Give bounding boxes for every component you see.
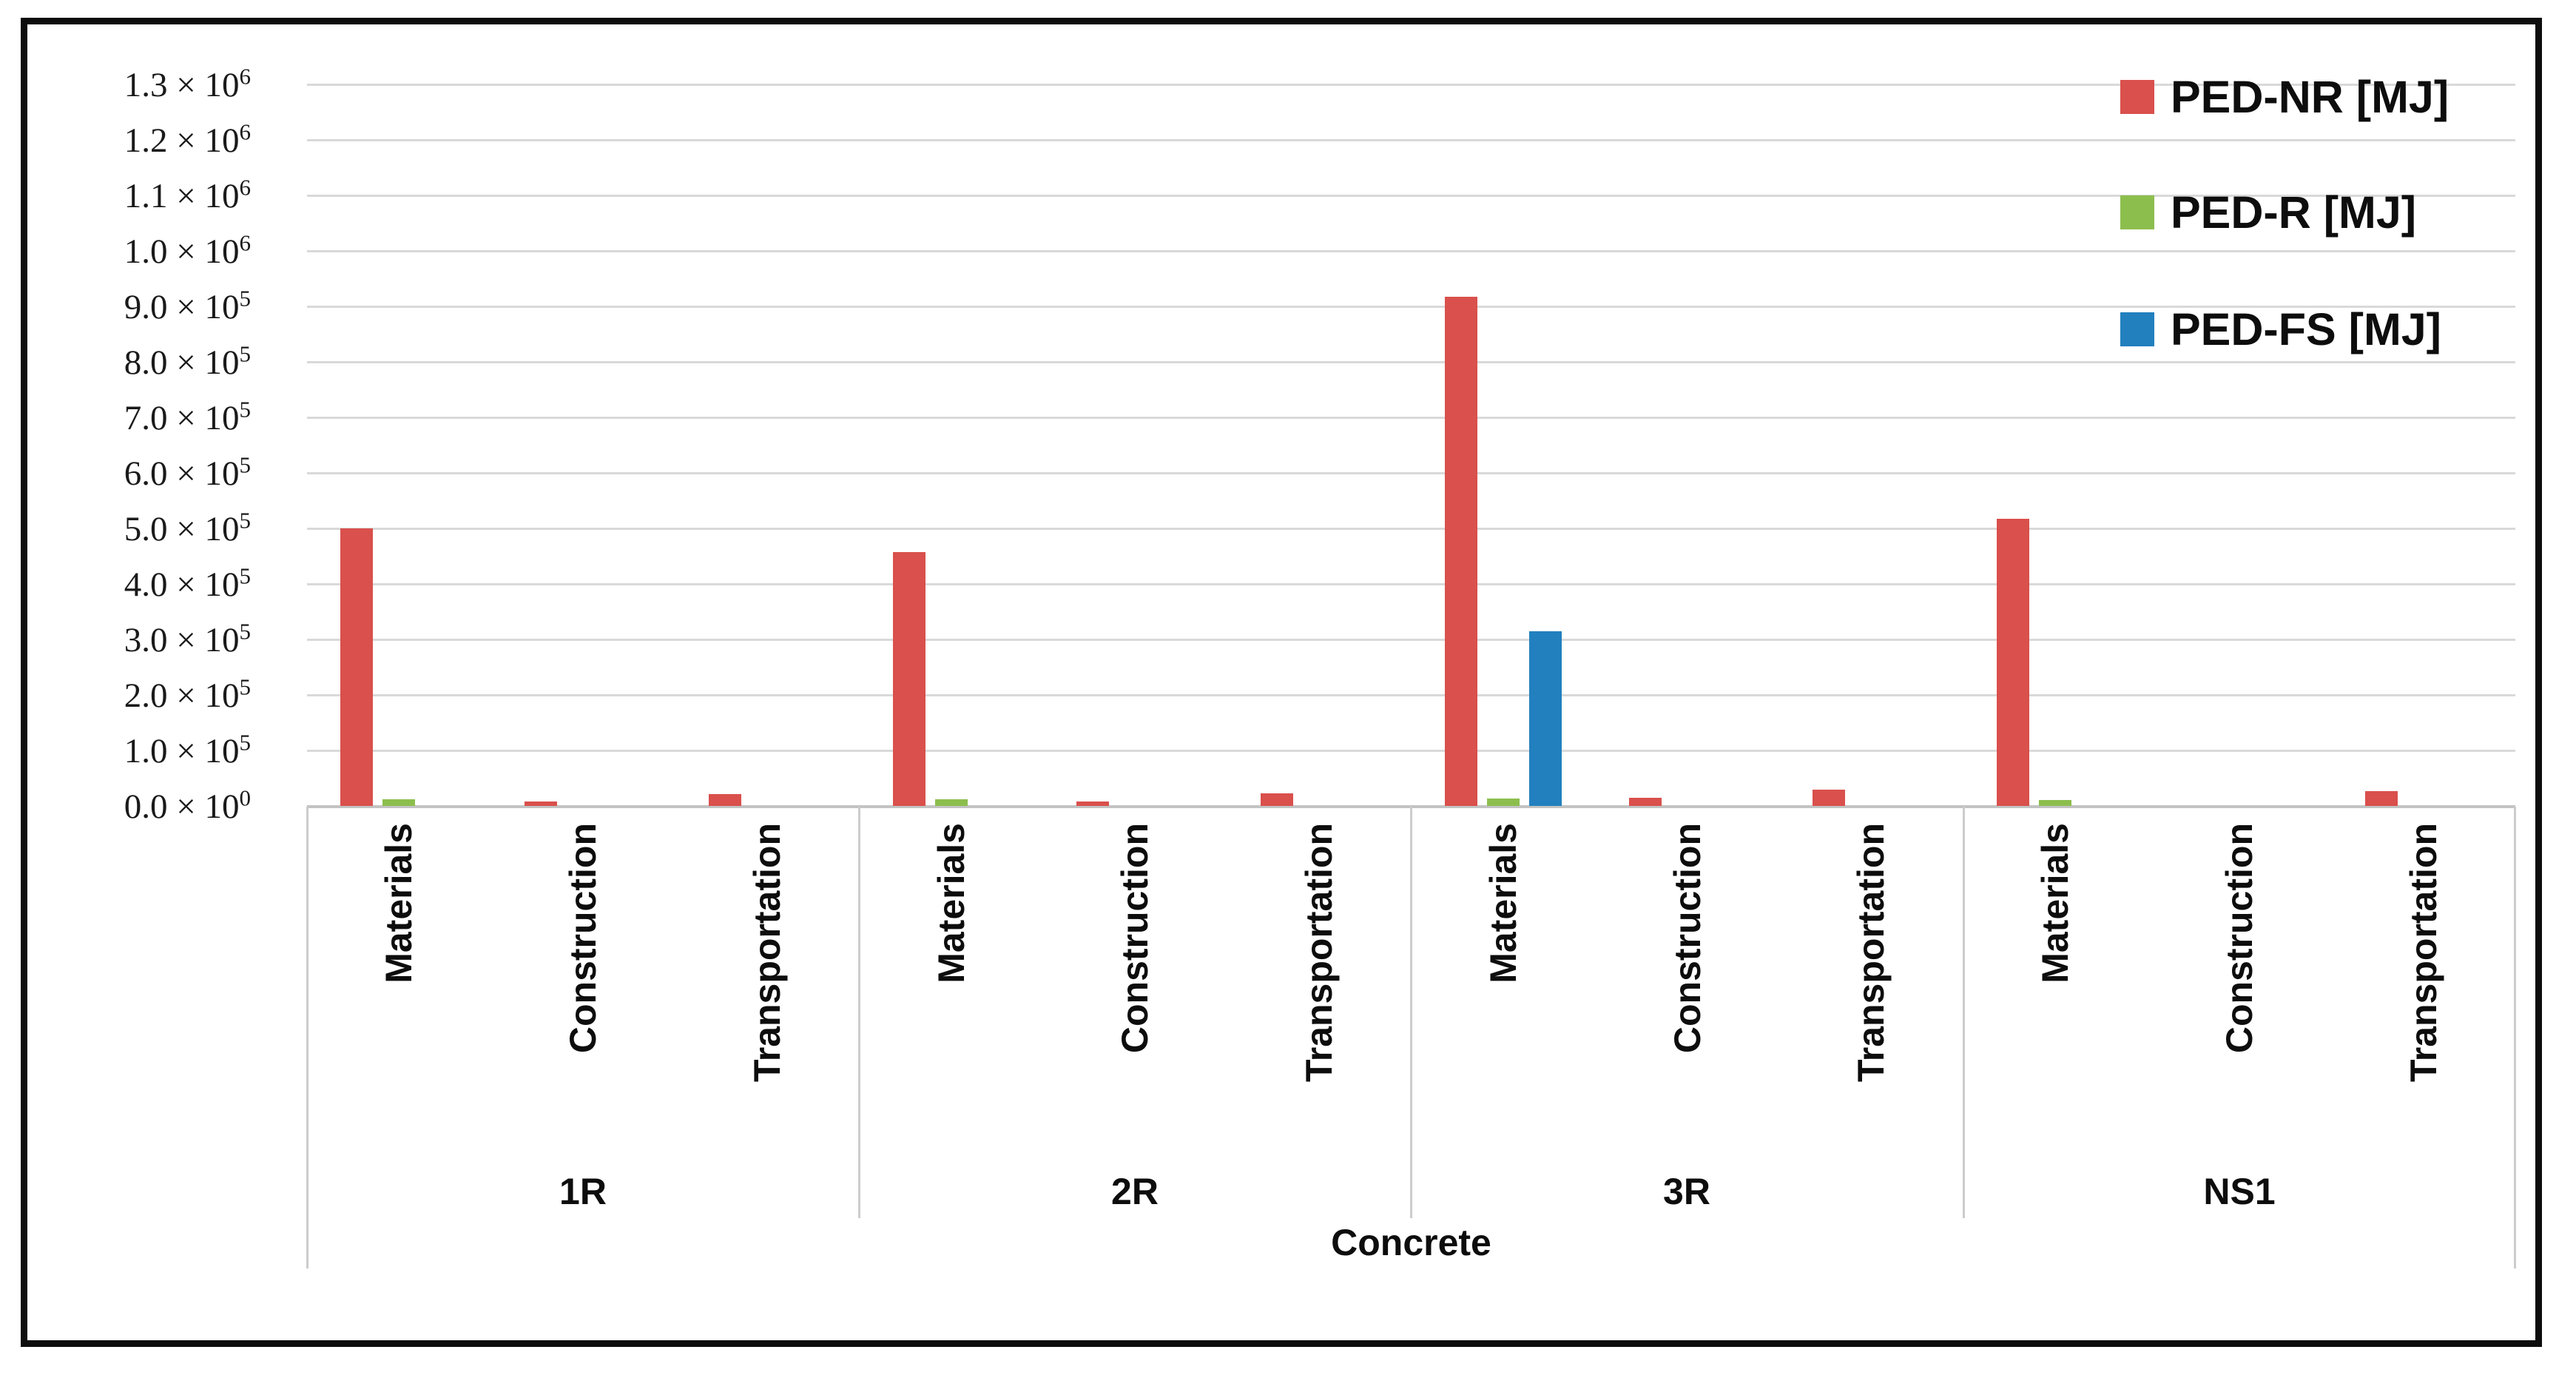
bar-3r-materials-ped-r — [1486, 799, 1520, 806]
y-tick-label: 5.0 × 105 — [124, 507, 251, 548]
bar-3r-materials-ped-nr — [1444, 296, 1477, 806]
gridline-1.0e5 — [307, 750, 2515, 752]
bar-ns1-materials-ped-r — [2039, 799, 2072, 806]
gridline-1.3e6 — [307, 84, 2515, 86]
group-separator-2r-3r — [1410, 807, 1412, 1218]
category-label-ns1-materials: Materials — [2034, 823, 2077, 984]
y-tick-exponent: 5 — [239, 618, 251, 645]
group-label-2r: 2R — [1111, 1171, 1159, 1212]
y-tick-label: 0.0 × 100 — [124, 784, 251, 826]
group-separator-1r-2r — [858, 807, 860, 1218]
legend-label-ped-nr: PED-NR [MJ] — [2171, 72, 2449, 122]
gridline-1.0e6 — [307, 250, 2515, 252]
y-tick-label: 1.3 × 106 — [124, 63, 251, 104]
x-axis-title: Concrete — [1331, 1222, 1491, 1263]
category-label-2r-transportation: Transportation — [1298, 823, 1341, 1083]
bar-ns1-transportation-ped-nr — [2364, 790, 2398, 806]
axis-boundary-right — [2514, 807, 2516, 1268]
y-tick-label: 1.2 × 106 — [124, 118, 251, 160]
bar-3r-construction-ped-nr — [1628, 797, 1662, 806]
legend-item-ped-r: PED-R [MJ] — [2120, 186, 2416, 238]
category-label-3r-construction: Construction — [1666, 823, 1708, 1054]
y-axis-tick-labels: 0.0 × 100 1.0 × 105 2.0 × 105 3.0 × 105 4.0 … — [41, 0, 251, 888]
gridline-5.0e5 — [307, 528, 2515, 530]
y-tick-label: 1.1 × 106 — [124, 174, 251, 215]
y-tick-label: 4.0 × 105 — [124, 562, 251, 604]
bar-1r-materials-ped-nr — [340, 528, 374, 806]
gridline-1.2e6 — [307, 139, 2515, 141]
category-label-3r-transportation: Transportation — [1850, 823, 1892, 1083]
y-tick-exponent: 6 — [239, 174, 251, 201]
plot-area — [307, 44, 2515, 808]
gridline-7.0e5 — [307, 417, 2515, 419]
y-tick-exponent: 5 — [239, 673, 251, 700]
legend-swatch-ped-fs — [2120, 312, 2154, 346]
gridline-6.0e5 — [307, 472, 2515, 474]
bar-2r-materials-ped-r — [934, 799, 968, 806]
category-label-1r-construction: Construction — [562, 823, 604, 1054]
y-tick-label: 7.0 × 105 — [124, 396, 251, 437]
bar-2r-materials-ped-nr — [892, 551, 925, 806]
category-label-2r-construction: Construction — [1114, 823, 1156, 1054]
y-tick-label: 2.0 × 105 — [124, 673, 251, 715]
bar-2r-transportation-ped-nr — [1261, 793, 1294, 806]
legend-swatch-ped-r — [2120, 195, 2154, 229]
y-tick-label: 1.0 × 105 — [124, 729, 251, 770]
y-tick-label: 1.0 × 106 — [124, 229, 251, 271]
y-tick-exponent: 5 — [239, 340, 251, 367]
y-tick-exponent: 6 — [239, 63, 251, 90]
gridline-4.0e5 — [307, 583, 2515, 585]
category-label-3r-materials: Materials — [1482, 823, 1524, 984]
y-tick-exponent: 5 — [239, 285, 251, 312]
gridline-2.0e5 — [307, 694, 2515, 696]
category-label-2r-materials: Materials — [930, 823, 972, 984]
legend-label-ped-r: PED-R [MJ] — [2171, 187, 2417, 238]
bar-3r-materials-ped-fs — [1528, 631, 1562, 806]
category-label-1r-materials: Materials — [378, 823, 420, 984]
category-label-ns1-transportation: Transportation — [2402, 823, 2444, 1083]
group-separator-3r-ns1 — [1963, 807, 1965, 1218]
axis-boundary-left — [306, 807, 308, 1268]
y-tick-exponent: 0 — [239, 784, 251, 811]
y-tick-exponent: 5 — [239, 396, 251, 423]
legend-item-ped-fs: PED-FS [MJ] — [2120, 303, 2441, 355]
y-tick-label: 6.0 × 105 — [124, 451, 251, 493]
category-label-ns1-construction: Construction — [2218, 823, 2260, 1054]
y-tick-label: 8.0 × 105 — [124, 340, 251, 382]
y-tick-exponent: 6 — [239, 229, 251, 256]
y-tick-exponent: 5 — [239, 451, 251, 478]
bar-1r-construction-ped-nr — [525, 801, 558, 806]
legend-label-ped-fs: PED-FS [MJ] — [2171, 304, 2441, 354]
group-label-1r: 1R — [559, 1171, 607, 1212]
legend-item-ped-nr: PED-NR [MJ] — [2120, 71, 2449, 123]
bar-3r-transportation-ped-nr — [1813, 789, 1846, 806]
y-tick-exponent: 5 — [239, 562, 251, 589]
y-tick-label: 3.0 × 105 — [124, 618, 251, 659]
bar-ns1-materials-ped-nr — [1997, 518, 2030, 806]
gridline-3.0e5 — [307, 639, 2515, 641]
group-label-3r: 3R — [1663, 1171, 1710, 1212]
gridline-1.1e6 — [307, 195, 2515, 197]
bar-2r-construction-ped-nr — [1076, 801, 1110, 806]
legend-swatch-ped-nr — [2120, 80, 2154, 114]
y-tick-exponent: 5 — [239, 507, 251, 534]
gridline-9.0e5 — [307, 306, 2515, 308]
category-label-1r-transportation: Transportation — [746, 823, 788, 1083]
y-tick-label: 9.0 × 105 — [124, 285, 251, 326]
group-label-ns1: NS1 — [2203, 1171, 2276, 1212]
gridline-8.0e5 — [307, 361, 2515, 363]
bar-1r-materials-ped-r — [382, 799, 416, 806]
y-tick-exponent: 5 — [239, 729, 251, 756]
y-tick-exponent: 6 — [239, 118, 251, 145]
figure-border — [21, 18, 2542, 1347]
bar-1r-transportation-ped-nr — [708, 793, 741, 806]
